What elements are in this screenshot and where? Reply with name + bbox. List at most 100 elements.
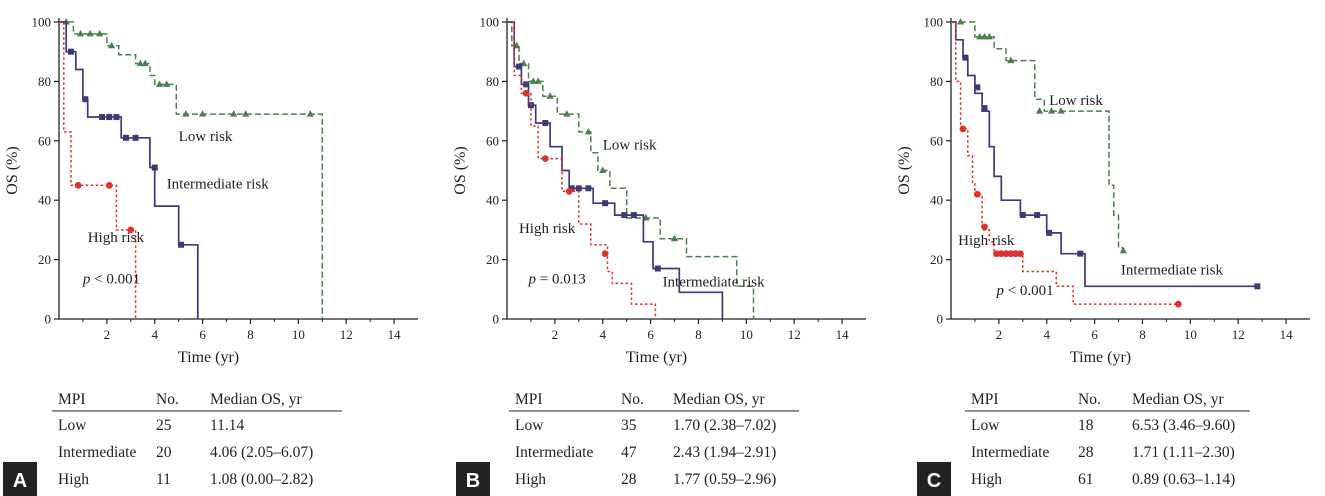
table-cell: 61 xyxy=(1078,471,1094,488)
censor-mark-circle xyxy=(565,187,573,195)
p-value-p: p xyxy=(528,271,537,287)
series-high xyxy=(951,21,1182,308)
table-cell: 11.14 xyxy=(210,417,245,434)
y-tick-label: 0 xyxy=(937,312,944,327)
survival-curve-low xyxy=(59,21,324,319)
censor-mark-triangle xyxy=(155,80,164,87)
censor-mark-square xyxy=(962,54,969,61)
y-axis-label: OS (%) xyxy=(896,146,913,194)
y-tick-label: 20 xyxy=(486,252,499,267)
table-cell: 28 xyxy=(621,471,637,488)
x-tick-label: 14 xyxy=(836,327,850,342)
censor-mark-triangle xyxy=(242,110,250,117)
censor-mark-triangle xyxy=(141,59,149,67)
x-tick-label: 2 xyxy=(104,327,111,342)
censor-mark-triangle xyxy=(534,77,542,84)
censor-mark-square xyxy=(106,114,113,121)
table-cell: 18 xyxy=(1078,417,1094,434)
censor-mark-square xyxy=(568,185,575,192)
y-tick-label: 80 xyxy=(38,74,51,89)
censor-mark-square xyxy=(178,241,185,248)
p-value: p < 0.001 xyxy=(82,271,140,287)
panel-letter: B xyxy=(456,462,490,496)
censor-mark-triangle xyxy=(1035,107,1044,114)
censor-mark-square xyxy=(1034,212,1041,219)
censor-mark-square xyxy=(123,134,130,141)
km-panel-b: 0 20 40 60 80 100 2 4 6 8 10 12 14 Time (yr) OS (%) Low… xyxy=(452,15,866,496)
censor-mark-triangle xyxy=(1119,246,1127,254)
median-os-table: MPI No. Median OS, yr Low 18 6.53 (3.46–9.60)… xyxy=(965,391,1250,488)
censor-mark-triangle xyxy=(136,59,144,67)
table-cell: Low xyxy=(515,417,544,434)
censor-mark-triangle xyxy=(163,80,171,87)
y-tick-label: 80 xyxy=(486,74,499,89)
censor-mark-triangle xyxy=(199,110,207,117)
y-tick-label: 100 xyxy=(32,15,52,30)
x-tick-label: 14 xyxy=(388,327,402,342)
censor-mark-circle xyxy=(1174,300,1182,308)
x-tick-label: 6 xyxy=(1091,327,1098,342)
censor-mark-triangle xyxy=(670,234,679,242)
y-tick-label: 0 xyxy=(493,312,500,327)
censor-mark-square xyxy=(974,84,981,91)
x-tick-label: 4 xyxy=(1043,327,1050,342)
x-tick-label: 12 xyxy=(1232,327,1245,342)
censor-mark-circle xyxy=(601,250,609,258)
km-panel-a: 0 20 40 60 80 100 2 4 6 8 10 12 14 Time (yr) OS (%) Low… xyxy=(3,15,418,496)
y-axis-label: OS (%) xyxy=(4,146,21,194)
censor-mark-triangle xyxy=(108,41,116,49)
x-axis-label: Time (yr) xyxy=(626,349,687,366)
survival-curve-high xyxy=(59,21,137,319)
censor-mark-circle xyxy=(973,190,981,198)
p-value: p < 0.001 xyxy=(995,283,1053,299)
y-tick-label: 40 xyxy=(486,193,499,208)
x-tick-label: 10 xyxy=(292,327,305,342)
table-header: MPI xyxy=(971,391,999,408)
table-cell: 4.06 (2.05–6.07) xyxy=(210,444,313,461)
panel-letter: C xyxy=(917,462,951,496)
censor-mark-square xyxy=(523,81,530,88)
table-header: No. xyxy=(1078,391,1101,408)
p-value: p = 0.013 xyxy=(528,271,586,287)
censor-mark-circle xyxy=(1012,250,1020,258)
censor-mark-square xyxy=(82,96,89,103)
y-tick-label: 60 xyxy=(38,133,51,148)
x-axis-label: Time (yr) xyxy=(178,349,239,366)
x-tick-label: 2 xyxy=(552,327,559,342)
x-tick-label: 14 xyxy=(1280,327,1294,342)
series-intermediate xyxy=(59,21,199,319)
table-cell: 28 xyxy=(1078,444,1094,461)
table-header: Median OS, yr xyxy=(210,391,303,408)
table-cell: 35 xyxy=(621,417,637,434)
km-panel-c: 0 20 40 60 80 100 2 4 6 8 10 12 14 Time (yr) OS (%) Low… xyxy=(896,15,1310,496)
censor-mark-triangle xyxy=(584,127,592,135)
y-tick-label: 100 xyxy=(480,15,500,30)
series-intermediate xyxy=(951,21,1261,290)
curve-label: Intermediate risk xyxy=(1121,262,1224,278)
table-cell: Intermediate xyxy=(58,444,136,461)
curve-label: Low risk xyxy=(179,129,233,145)
table-cell: 47 xyxy=(621,444,637,461)
panel-letter-box xyxy=(3,462,37,496)
censor-mark-circle xyxy=(105,181,113,189)
censor-mark-circle xyxy=(1002,250,1010,258)
censor-mark-square xyxy=(585,185,592,192)
table-cell: High xyxy=(58,471,89,488)
table-header: No. xyxy=(621,391,644,408)
censor-mark-circle xyxy=(74,181,82,189)
p-value-text: < 0.001 xyxy=(90,271,140,287)
censor-mark-square xyxy=(981,105,988,112)
censor-mark-square xyxy=(67,48,74,55)
table-header: Median OS, yr xyxy=(673,391,766,408)
censor-mark-square xyxy=(575,185,582,192)
table-cell: 1.71 (1.11–2.30) xyxy=(1132,444,1235,461)
censor-mark-triangle xyxy=(980,32,989,40)
y-tick-label: 60 xyxy=(486,133,499,148)
censor-mark-triangle xyxy=(976,32,984,40)
p-value-p: p xyxy=(82,271,91,287)
censor-mark-triangle xyxy=(985,32,993,40)
censor-mark-square xyxy=(621,212,628,219)
x-tick-label: 8 xyxy=(1139,327,1146,342)
x-tick-label: 8 xyxy=(695,327,702,342)
